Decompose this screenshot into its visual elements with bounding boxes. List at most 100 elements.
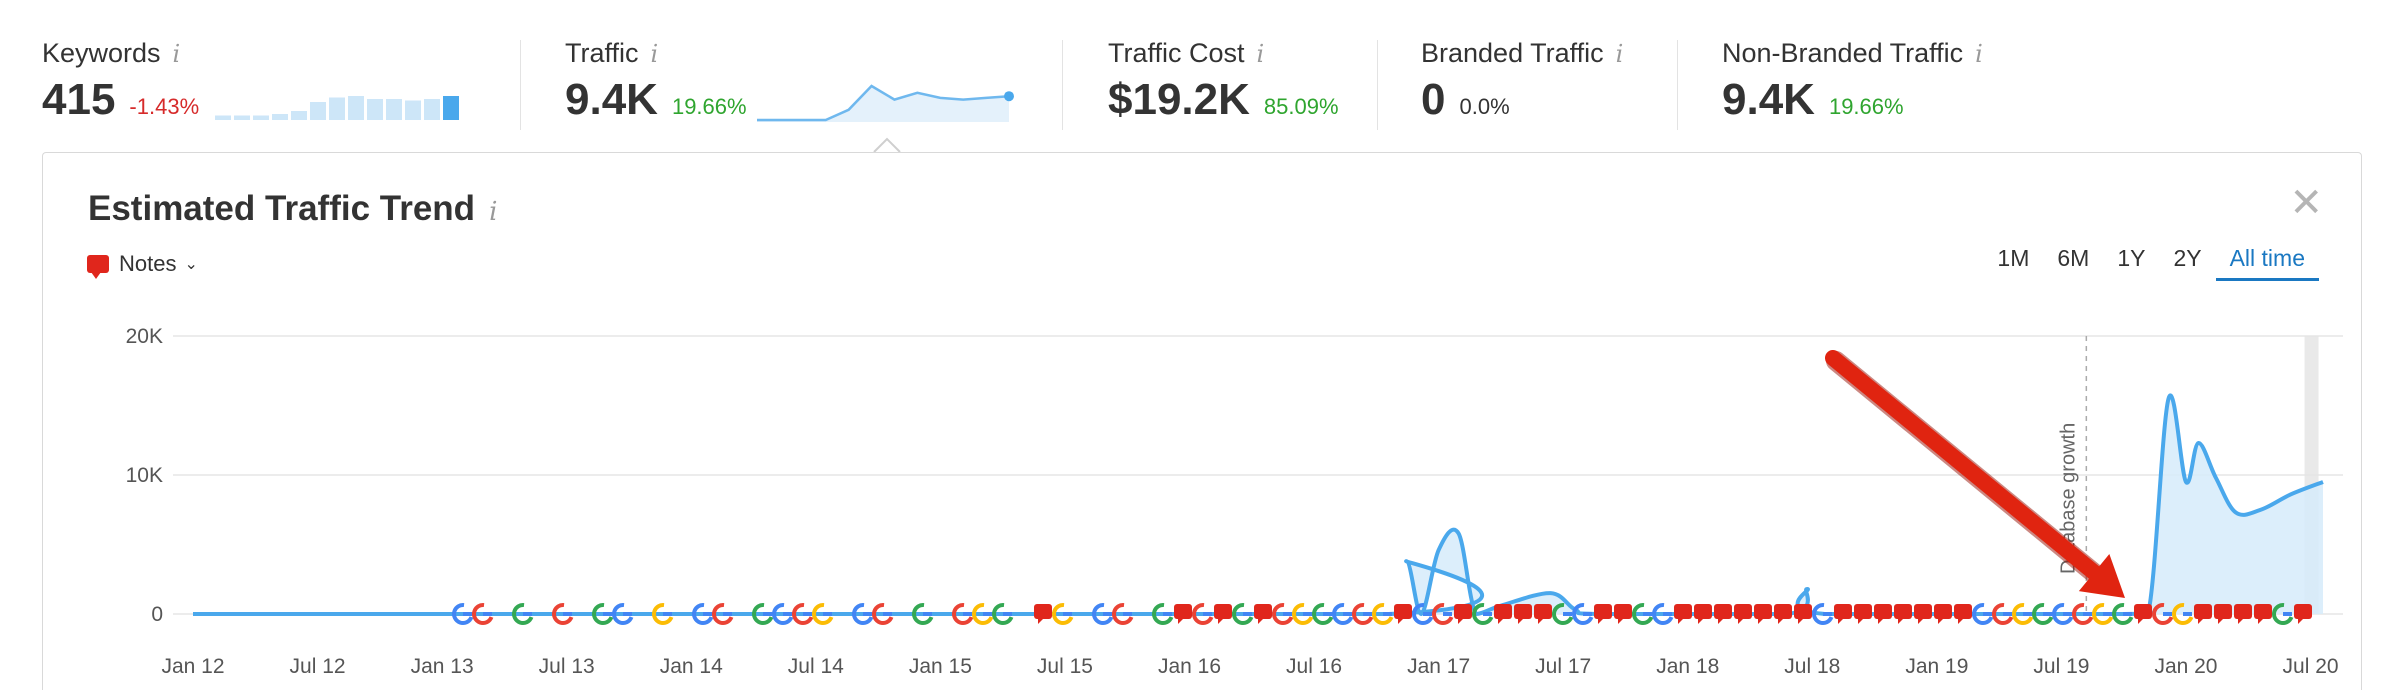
google-update-icon[interactable] [1111, 602, 1134, 625]
google-update-icon[interactable] [1571, 602, 1594, 625]
traffic-metric[interactable]: Traffic i 9.4K 19.66% [565, 38, 747, 125]
google-update-icon[interactable] [2071, 602, 2094, 625]
google-update-icon[interactable] [1811, 602, 1834, 625]
google-update-icon[interactable] [591, 602, 614, 625]
note-marker-icon[interactable] [1714, 604, 1732, 624]
note-marker-icon[interactable] [1954, 604, 1972, 624]
divider [1062, 40, 1063, 130]
note-marker-icon[interactable] [1594, 604, 1612, 624]
note-marker-icon[interactable] [2254, 604, 2272, 624]
range-tab-6m[interactable]: 6M [2057, 245, 2090, 271]
info-icon[interactable]: i [1615, 40, 1624, 68]
info-icon[interactable]: i [1256, 40, 1265, 68]
note-marker-icon[interactable] [1514, 604, 1532, 624]
note-marker-icon[interactable] [2134, 604, 2152, 624]
google-update-icon[interactable] [511, 602, 534, 625]
google-update-icon[interactable] [2271, 602, 2294, 625]
note-marker-icon[interactable] [1254, 604, 1272, 624]
non-branded-traffic-metric[interactable]: Non-Branded Traffic i 9.4K 19.66% [1722, 38, 1983, 125]
note-marker-icon[interactable] [2214, 604, 2232, 624]
google-update-icon[interactable] [1371, 602, 1394, 625]
note-marker-icon[interactable] [1854, 604, 1872, 624]
google-update-icon[interactable] [1051, 602, 1074, 625]
google-update-icon[interactable] [1351, 602, 1374, 625]
notes-dropdown[interactable]: Notes ⌄ [87, 251, 198, 279]
google-update-icon[interactable] [951, 602, 974, 625]
traffic-cost-metric[interactable]: Traffic Cost i $19.2K 85.09% [1108, 38, 1339, 125]
google-update-icon[interactable] [471, 602, 494, 625]
google-update-icon[interactable] [691, 602, 714, 625]
google-update-icon[interactable] [2171, 602, 2194, 625]
note-marker-icon[interactable] [1934, 604, 1952, 624]
google-update-icon[interactable] [1231, 602, 1254, 625]
google-update-icon[interactable] [2051, 602, 2074, 625]
google-update-icon[interactable] [1431, 602, 1454, 625]
google-update-icon[interactable] [771, 602, 794, 625]
range-tab-all-time[interactable]: All time [2215, 245, 2319, 281]
info-icon[interactable]: i [1975, 40, 1983, 68]
range-tab-2y[interactable]: 2Y [2173, 245, 2202, 271]
google-update-icon[interactable] [2031, 602, 2054, 625]
note-marker-icon[interactable] [1834, 604, 1852, 624]
google-update-icon[interactable] [1971, 602, 1994, 625]
google-update-icon[interactable] [851, 602, 874, 625]
range-tab-1m[interactable]: 1M [1997, 245, 2030, 271]
google-update-icon[interactable] [611, 602, 634, 625]
note-marker-icon[interactable] [1694, 604, 1712, 624]
note-marker-icon[interactable] [1494, 604, 1512, 624]
note-marker-icon[interactable] [1894, 604, 1912, 624]
note-marker-icon[interactable] [1794, 604, 1812, 624]
note-marker-icon[interactable] [1874, 604, 1892, 624]
note-marker-icon[interactable] [2234, 604, 2252, 624]
google-update-icon[interactable] [711, 602, 734, 625]
note-marker-icon[interactable] [1454, 604, 1472, 624]
note-marker-icon[interactable] [2294, 604, 2312, 624]
note-marker-icon[interactable] [1774, 604, 1792, 624]
google-update-icon[interactable] [1191, 602, 1214, 625]
note-marker-icon[interactable] [1754, 604, 1772, 624]
google-update-icon[interactable] [1311, 602, 1334, 625]
google-update-icon[interactable] [2151, 602, 2174, 625]
note-marker-icon[interactable] [1614, 604, 1632, 624]
google-update-icon[interactable] [871, 602, 894, 625]
google-update-icon[interactable] [991, 602, 1014, 625]
note-marker-icon[interactable] [1034, 604, 1052, 624]
google-update-icon[interactable] [1551, 602, 1574, 625]
note-marker-icon[interactable] [1214, 604, 1232, 624]
google-update-icon[interactable] [811, 602, 834, 625]
note-marker-icon[interactable] [1734, 604, 1752, 624]
google-update-icon[interactable] [911, 602, 934, 625]
note-marker-icon[interactable] [1174, 604, 1192, 624]
note-marker-icon[interactable] [1674, 604, 1692, 624]
google-update-icon[interactable] [791, 602, 814, 625]
note-marker-icon[interactable] [1914, 604, 1932, 624]
keywords-metric[interactable]: Keywords i 415 -1.43% [42, 38, 199, 125]
google-update-icon[interactable] [2011, 602, 2034, 625]
google-update-icon[interactable] [2111, 602, 2134, 625]
info-icon[interactable]: i [172, 40, 181, 68]
google-update-icon[interactable] [1411, 602, 1434, 625]
google-update-icon[interactable] [651, 602, 674, 625]
note-marker-icon[interactable] [2194, 604, 2212, 624]
range-tab-1y[interactable]: 1Y [2117, 245, 2146, 271]
google-update-icon[interactable] [451, 602, 474, 625]
google-update-icon[interactable] [1651, 602, 1674, 625]
google-update-icon[interactable] [971, 602, 994, 625]
info-icon[interactable]: i [489, 197, 498, 227]
google-update-icon[interactable] [551, 602, 574, 625]
info-icon[interactable]: i [650, 40, 659, 68]
google-update-icon[interactable] [1331, 602, 1354, 625]
branded-traffic-metric[interactable]: Branded Traffic i 0 0.0% [1421, 38, 1623, 125]
google-update-icon[interactable] [1991, 602, 2014, 625]
google-update-icon[interactable] [1631, 602, 1654, 625]
google-update-icon[interactable] [751, 602, 774, 625]
google-update-icon[interactable] [1151, 602, 1174, 625]
google-update-icon[interactable] [1271, 602, 1294, 625]
google-update-icon[interactable] [2091, 602, 2114, 625]
note-marker-icon[interactable] [1394, 604, 1412, 624]
google-update-icon[interactable] [1471, 602, 1494, 625]
close-icon[interactable]: ✕ [2289, 181, 2323, 225]
note-marker-icon[interactable] [1534, 604, 1552, 624]
google-update-icon[interactable] [1291, 602, 1314, 625]
google-update-icon[interactable] [1091, 602, 1114, 625]
